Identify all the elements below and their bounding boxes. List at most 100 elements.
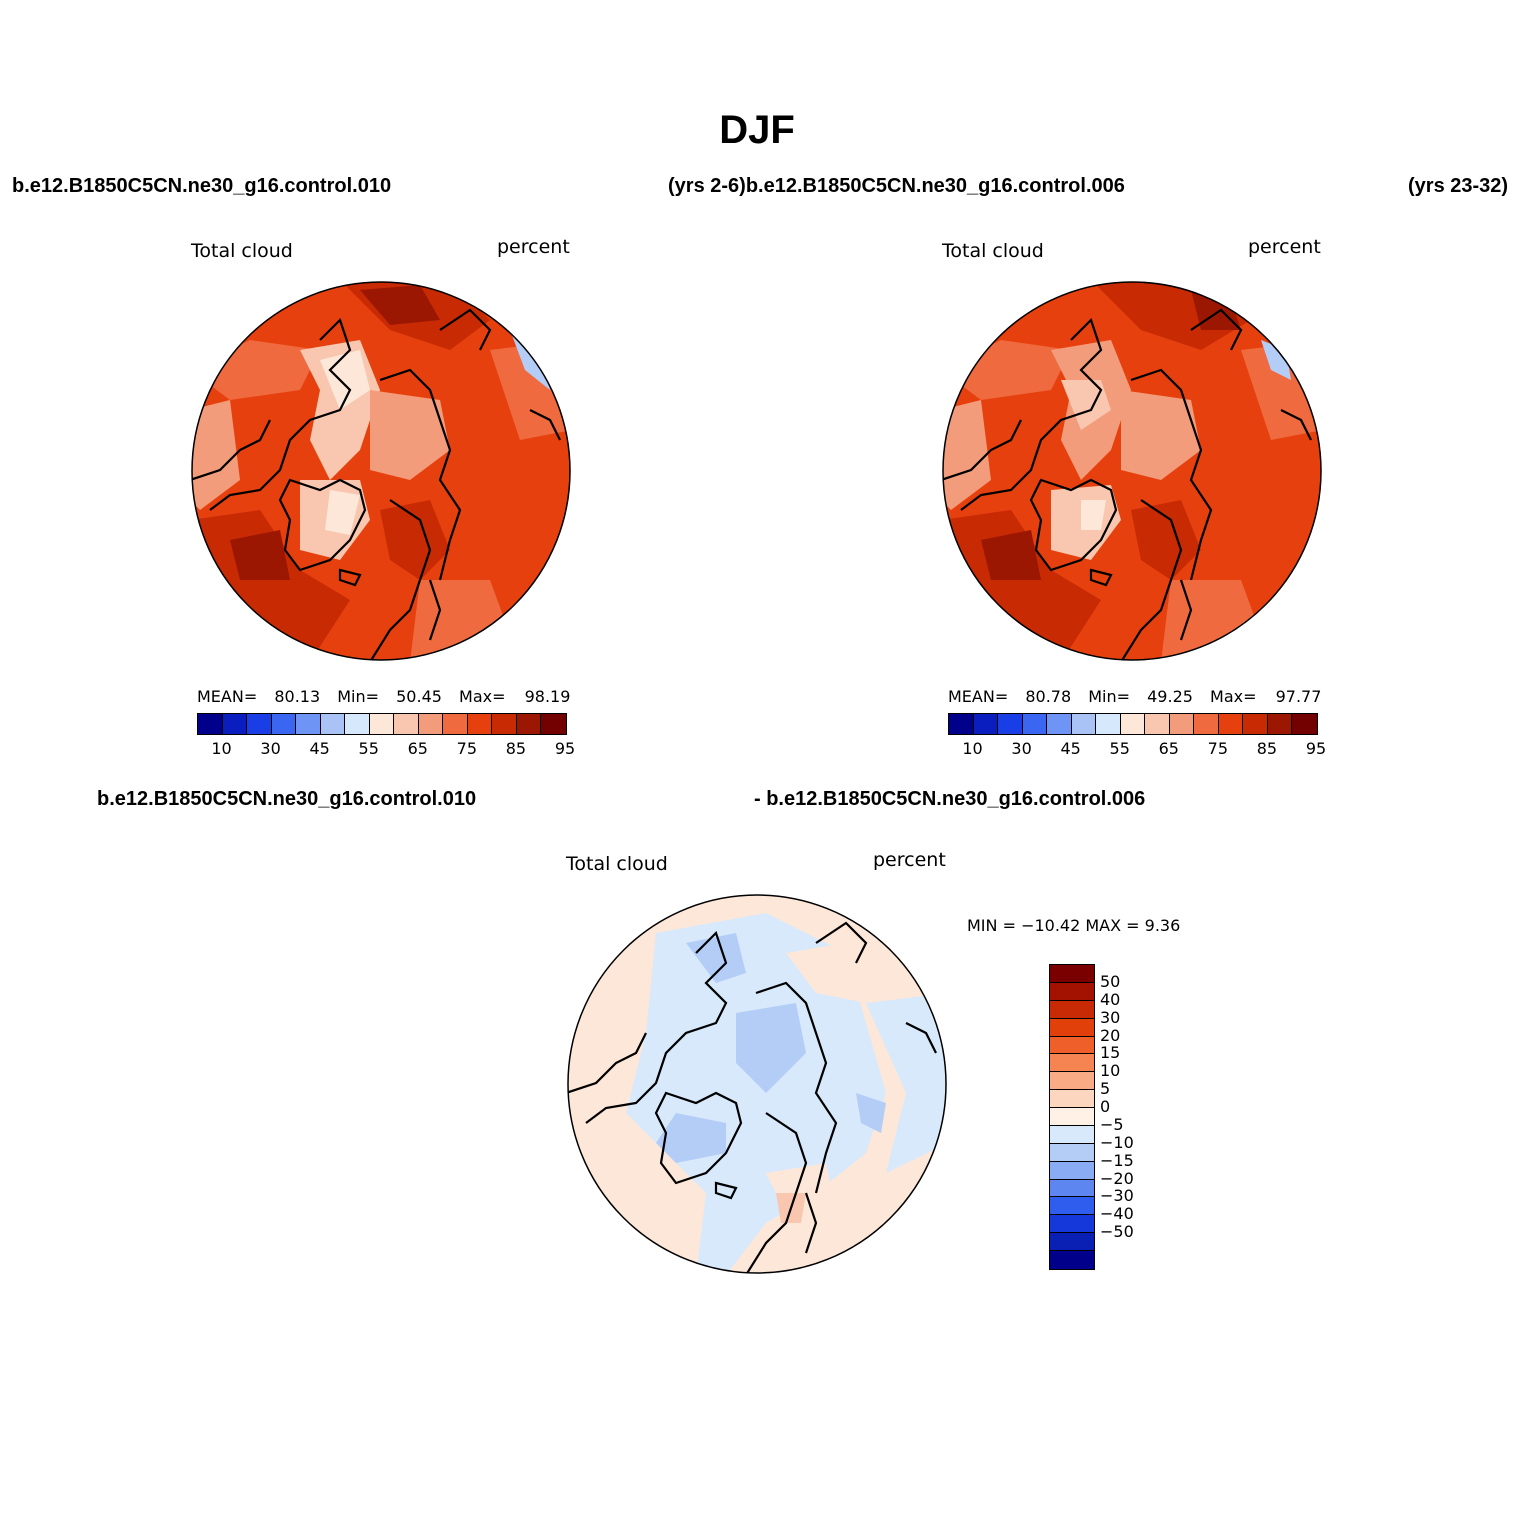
colorbar-level-label: −5 xyxy=(1100,1114,1124,1134)
colorbar-tick-label: 85 xyxy=(1256,739,1278,758)
colorbar-tick-label: 10 xyxy=(962,739,983,758)
colorbar-swatch xyxy=(1050,1161,1094,1180)
colorbar-level-label: −15 xyxy=(1100,1150,1134,1170)
colorbar-swatch xyxy=(1050,1090,1094,1108)
colorbar-swatch xyxy=(1218,714,1244,734)
colorbar-tick-label: 30 xyxy=(1011,739,1032,758)
colorbar-tick-label: 30 xyxy=(260,739,281,758)
colorbar-swatch xyxy=(418,714,444,734)
figure-title: DJF xyxy=(719,108,795,152)
panel2-mean-value: 80.78 xyxy=(1025,687,1072,706)
panel1-max-value: 98.19 xyxy=(524,687,571,706)
case-name-middle: (yrs 2-6)b.e12.B1850C5CN.ne30_g16.contro… xyxy=(668,175,1125,197)
colorbar-panel2 xyxy=(948,713,1318,735)
colorbar-swatch xyxy=(949,714,974,734)
map1-coastlines xyxy=(192,308,561,660)
colorbar-swatch xyxy=(973,714,999,734)
colorbar-level-label: −10 xyxy=(1100,1132,1134,1152)
map2-coastlines xyxy=(943,308,1312,660)
colorbar-level-label: −30 xyxy=(1100,1186,1134,1206)
case-name-right-clipped: (yrs 23-32) xyxy=(1408,175,1509,197)
panel2-max-value: 97.77 xyxy=(1275,687,1322,706)
panel3-minmax: MIN = −10.42 MAX = 9.36 xyxy=(967,916,1181,935)
map3-fill xyxy=(568,895,946,1273)
panel2-units-label: percent xyxy=(1248,236,1321,258)
colorbar-level-label: −40 xyxy=(1100,1204,1134,1224)
map-panel2 xyxy=(942,281,1322,661)
colorbar-panel1-labels: 10 30 45 55 65 75 85 95 xyxy=(197,739,575,759)
map3-coastlines xyxy=(568,921,937,1273)
colorbar-swatch xyxy=(1145,714,1170,734)
colorbar-swatch xyxy=(1022,714,1048,734)
colorbar-swatch xyxy=(1169,714,1195,734)
panel2-min-label: Min= xyxy=(1088,687,1131,706)
colorbar-tick-label: 45 xyxy=(1060,739,1081,758)
colorbar-level-label: 30 xyxy=(1100,1007,1121,1027)
panel1-min-value: 50.45 xyxy=(396,687,442,706)
panel1-variable-label: Total cloud xyxy=(191,240,293,262)
colorbar-tick-label: 75 xyxy=(1207,739,1229,758)
colorbar-swatch xyxy=(1194,714,1219,734)
colorbar-level-label: 50 xyxy=(1100,971,1121,991)
colorbar-swatch xyxy=(394,714,419,734)
colorbar-tick-label: 10 xyxy=(211,739,232,758)
colorbar-tick-label: 85 xyxy=(505,739,527,758)
colorbar-swatch xyxy=(1050,965,1094,983)
colorbar-tick-label: 45 xyxy=(309,739,330,758)
colorbar-swatch xyxy=(1096,714,1121,734)
colorbar-difference-labels: 50 40 30 20 15 10 5 0 −5 −10 −15 −20 −30 −40 −50 xyxy=(1100,964,1160,1268)
colorbar-swatch xyxy=(1047,714,1072,734)
colorbar-panel2-labels: 10 30 45 55 65 75 85 95 xyxy=(948,739,1326,759)
diff-case-left: b.e12.B1850C5CN.ne30_g16.control.010 xyxy=(97,788,477,810)
colorbar-swatch xyxy=(345,714,370,734)
colorbar-level-label: 20 xyxy=(1100,1025,1121,1045)
colorbar-swatch xyxy=(1050,1036,1094,1055)
colorbar-swatch xyxy=(1120,714,1146,734)
colorbar-tick-label: 75 xyxy=(456,739,478,758)
colorbar-difference xyxy=(1049,964,1095,1270)
colorbar-tick-label: 65 xyxy=(407,739,428,758)
colorbar-level-label: 5 xyxy=(1100,1079,1111,1099)
map1-fill xyxy=(192,282,570,660)
colorbar-level-label: 0 xyxy=(1100,1097,1111,1117)
colorbar-swatch xyxy=(1050,1143,1094,1162)
colorbar-level-label: −20 xyxy=(1100,1168,1134,1188)
colorbar-swatch xyxy=(1050,1179,1094,1198)
colorbar-swatch xyxy=(369,714,395,734)
panel2-variable-label: Total cloud xyxy=(942,240,1044,262)
colorbar-tick-label: 55 xyxy=(358,739,379,758)
colorbar-swatch xyxy=(1050,1197,1094,1216)
colorbar-swatch xyxy=(541,714,566,734)
colorbar-level-label: 15 xyxy=(1100,1043,1121,1063)
colorbar-swatch xyxy=(1050,1072,1094,1091)
colorbar-swatch xyxy=(516,714,542,734)
panel1-units-label: percent xyxy=(497,236,570,258)
colorbar-swatch xyxy=(443,714,468,734)
colorbar-swatch xyxy=(1050,1108,1094,1126)
case-name-left: b.e12.B1850C5CN.ne30_g16.control.010 xyxy=(12,175,392,197)
colorbar-swatch xyxy=(1050,1054,1094,1073)
colorbar-swatch xyxy=(1292,714,1317,734)
colorbar-swatch xyxy=(296,714,321,734)
colorbar-level-label: 40 xyxy=(1100,989,1121,1009)
panel2-min-value: 49.25 xyxy=(1147,687,1193,706)
map-panel1 xyxy=(191,281,571,661)
colorbar-tick-label: 95 xyxy=(554,739,576,758)
panel2-mean-label: MEAN= xyxy=(948,687,1009,706)
colorbar-swatch xyxy=(320,714,346,734)
colorbar-swatch xyxy=(998,714,1023,734)
colorbar-swatch xyxy=(1050,1000,1094,1019)
colorbar-swatch xyxy=(492,714,517,734)
colorbar-swatch xyxy=(1050,1251,1094,1269)
panel1-max-label: Max= xyxy=(459,687,506,706)
diff-case-right: - b.e12.B1850C5CN.ne30_g16.control.006 xyxy=(754,788,1146,810)
colorbar-tick-label: 55 xyxy=(1109,739,1130,758)
colorbar-tick-label: 95 xyxy=(1305,739,1327,758)
colorbar-swatch xyxy=(247,714,272,734)
colorbar-swatch xyxy=(1050,1233,1094,1251)
colorbar-swatch xyxy=(467,714,493,734)
colorbar-swatch xyxy=(271,714,297,734)
colorbar-swatch xyxy=(1050,1018,1094,1037)
colorbar-swatch xyxy=(222,714,248,734)
colorbar-swatch xyxy=(1050,1215,1094,1234)
